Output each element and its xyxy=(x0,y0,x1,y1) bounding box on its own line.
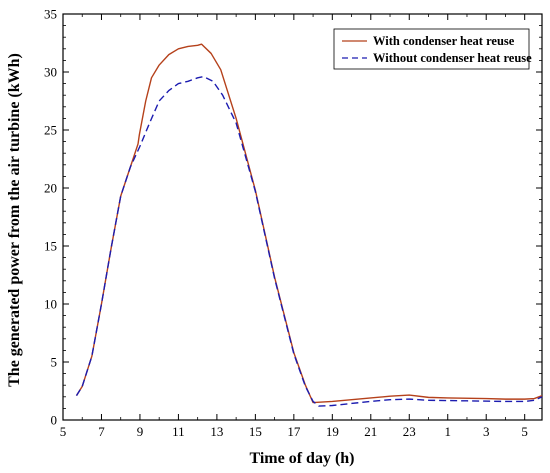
x-tick-label: 3 xyxy=(483,424,490,439)
y-tick-label: 35 xyxy=(44,7,57,22)
y-tick-label: 20 xyxy=(44,181,57,196)
x-tick-label: 13 xyxy=(210,424,223,439)
x-tick-label: 19 xyxy=(326,424,339,439)
x-tick-label: 17 xyxy=(287,424,301,439)
legend-label-without-reuse: Without condenser heat reuse xyxy=(373,51,532,65)
plot-frame xyxy=(62,13,543,421)
y-tick-label: 10 xyxy=(44,297,57,312)
x-tick-label: 5 xyxy=(60,424,67,439)
legend-label-with-reuse: With condenser heat reuse xyxy=(373,34,515,48)
y-tick-label: 5 xyxy=(51,355,58,370)
y-axis-title: The generated power from the air turbine… xyxy=(6,53,23,387)
x-tick-label: 5 xyxy=(521,424,528,439)
legend-box xyxy=(333,28,530,70)
x-tick-label: 23 xyxy=(403,424,416,439)
x-tick-label: 21 xyxy=(364,424,377,439)
series-layer xyxy=(75,43,543,407)
series-line-with-reuse xyxy=(75,43,543,404)
series-line-without-reuse xyxy=(75,75,543,407)
x-tick-label: 7 xyxy=(98,424,105,439)
legend: With condenser heat reuse Without conden… xyxy=(333,28,532,70)
y-tick-label: 30 xyxy=(44,65,57,80)
x-tick-label: 1 xyxy=(444,424,451,439)
x-tick-label: 15 xyxy=(249,424,262,439)
x-tick-label: 11 xyxy=(172,424,185,439)
y-tick-label: 15 xyxy=(44,239,57,254)
x-axis-title: Time of day (h) xyxy=(249,450,354,467)
y-tick-label: 25 xyxy=(44,123,57,138)
y-tick-label: 0 xyxy=(51,413,58,428)
x-tick-label: 9 xyxy=(137,424,144,439)
